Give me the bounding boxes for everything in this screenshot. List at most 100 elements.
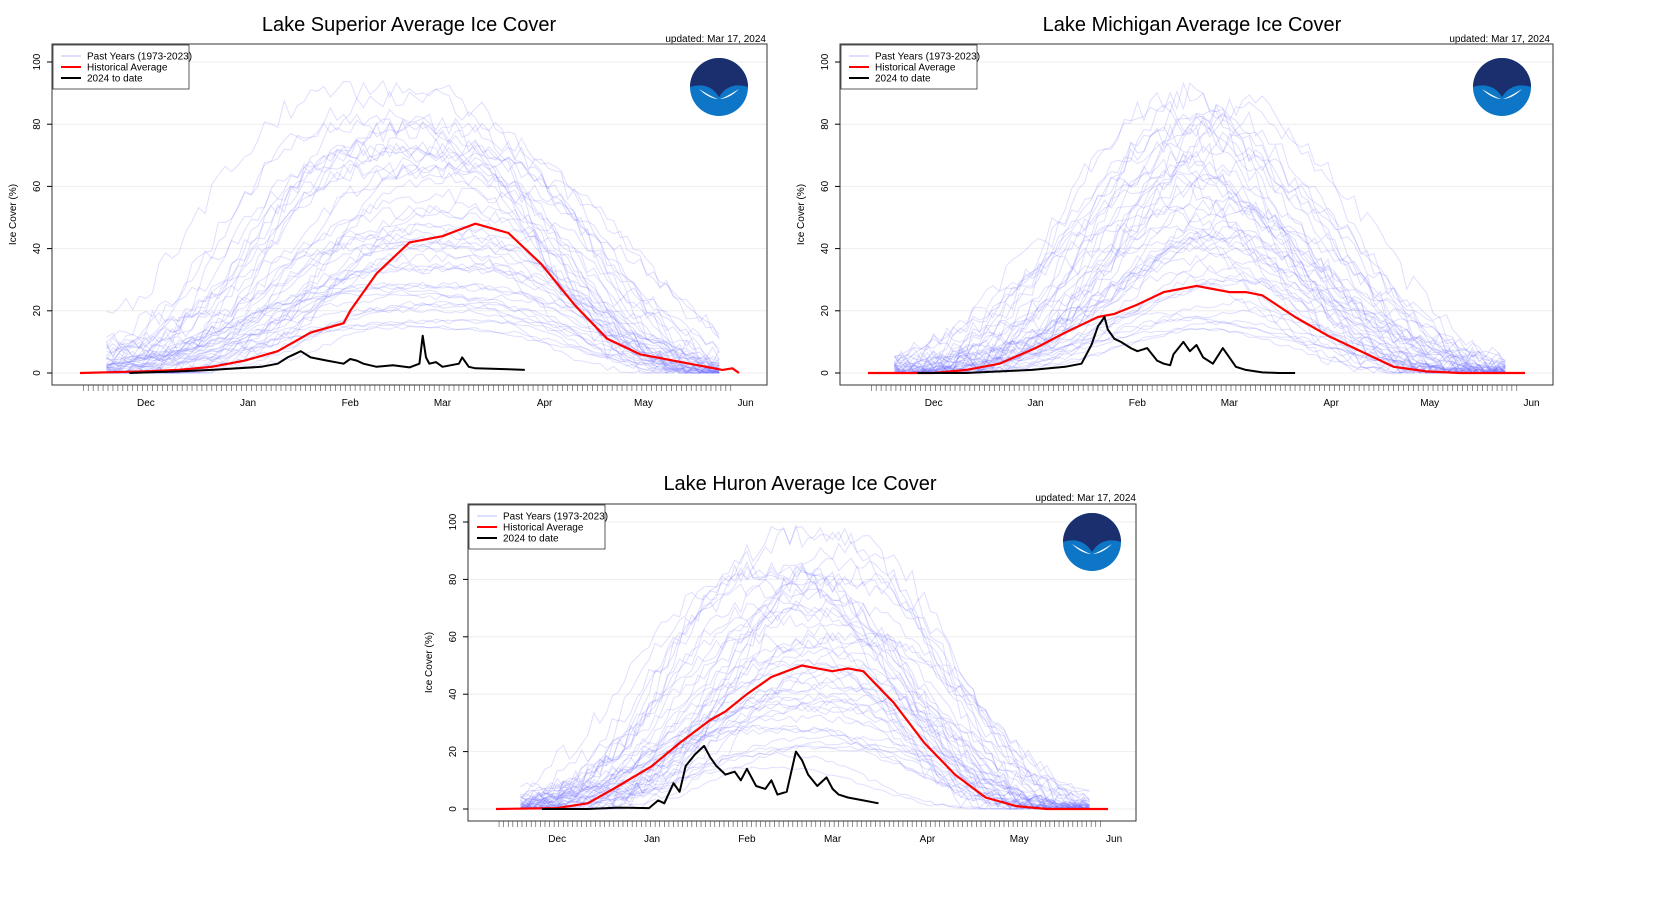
past-year-line — [520, 603, 1090, 810]
past-year-line — [894, 247, 1506, 374]
past-year-line — [520, 632, 1090, 810]
legend-entry: 2024 to date — [503, 534, 559, 545]
y-axis-label: Ice Cover (%) — [424, 632, 435, 693]
past-year-line — [894, 327, 1506, 374]
x-tick-label: Dec — [548, 834, 566, 845]
y-tick-label: 40 — [32, 243, 43, 255]
past-year-line — [894, 161, 1506, 374]
past-year-line — [106, 319, 720, 370]
x-tick-label: Feb — [342, 398, 360, 409]
past-year-line — [106, 323, 720, 374]
past-year-line — [894, 254, 1506, 374]
x-minor-ticks — [498, 821, 1101, 827]
past-year-line — [106, 261, 720, 370]
chart-title: Lake Michigan Average Ice Cover — [1043, 14, 1342, 36]
past-year-line — [894, 91, 1506, 374]
past-year-line — [105, 141, 720, 374]
legend-entry: Historical Average — [87, 63, 168, 74]
past-year-line — [520, 631, 1090, 805]
past-year-line — [894, 176, 1506, 374]
past-year-line — [520, 663, 1090, 810]
x-tick-label: Apr — [537, 398, 553, 409]
y-axis-label: Ice Cover (%) — [8, 184, 19, 245]
past-year-line — [106, 121, 720, 374]
past-year-line — [520, 597, 1090, 810]
logo-bird — [1482, 89, 1522, 99]
past-year-line — [894, 94, 1506, 374]
past-year-line — [893, 170, 1506, 374]
past-year-line — [894, 108, 1506, 375]
past-year-line — [894, 82, 1506, 374]
past-year-line — [520, 578, 1090, 811]
y-tick-label: 20 — [820, 305, 831, 317]
past-year-line — [520, 557, 1090, 810]
past-year-line — [893, 187, 1506, 374]
y-tick-label: 20 — [32, 305, 43, 317]
y-tick-label: 0 — [32, 370, 43, 376]
past-year-line — [894, 230, 1506, 374]
updated-label: updated: Mar 17, 2024 — [1035, 493, 1136, 504]
past-year-line — [106, 142, 720, 374]
past-year-line — [894, 237, 1506, 374]
chart-panel-michigan: Lake Michigan Average Ice Cover updated: … — [796, 0, 1670, 450]
past-year-line — [520, 580, 1090, 810]
past-years-lines — [893, 81, 1506, 375]
past-year-line — [106, 209, 720, 374]
y-axis-label: Ice Cover (%) — [796, 184, 807, 245]
past-year-line — [520, 688, 1090, 810]
past-year-line — [106, 151, 720, 374]
past-year-line — [520, 734, 1090, 810]
past-year-line — [106, 265, 720, 369]
past-year-line — [106, 253, 720, 374]
past-year-line — [520, 525, 1090, 810]
past-year-line — [106, 228, 720, 363]
past-year-line — [520, 598, 1090, 810]
y-tick-label: 60 — [448, 631, 459, 643]
past-year-line — [105, 115, 720, 365]
past-year-line — [106, 318, 720, 374]
past-year-line — [893, 140, 1506, 374]
past-year-line — [894, 158, 1506, 374]
x-tick-label: May — [1420, 398, 1439, 409]
past-year-line — [520, 565, 1090, 810]
past-year-line — [520, 680, 1090, 810]
past-year-line — [894, 236, 1506, 374]
past-year-line — [894, 111, 1506, 374]
past-year-line — [893, 81, 1506, 374]
noaa-logo — [1473, 58, 1531, 116]
updated-label: updated: Mar 17, 2024 — [1449, 34, 1550, 45]
noaa-logo — [1063, 513, 1121, 571]
past-year-line — [894, 312, 1506, 374]
past-year-line — [520, 676, 1090, 810]
chart-michigan: Lake Michigan Average Ice Cover updated: … — [796, 14, 1554, 409]
past-year-line — [520, 563, 1090, 810]
past-year-line — [105, 141, 720, 357]
past-year-line — [520, 657, 1090, 810]
logo-bird — [1072, 544, 1112, 554]
past-year-line — [894, 328, 1506, 374]
past-year-line — [106, 223, 720, 374]
past-year-line — [520, 745, 1090, 810]
legend-entry: Past Years (1973-2023) — [503, 512, 608, 523]
legend-entry: Historical Average — [503, 523, 584, 534]
y-tick-label: 60 — [32, 180, 43, 192]
past-year-line — [106, 303, 720, 374]
x-tick-label: Mar — [1221, 398, 1239, 409]
plot-frame — [839, 43, 1554, 386]
noaa-logo — [690, 58, 748, 116]
past-year-line — [520, 698, 1090, 809]
past-year-line — [520, 751, 1090, 810]
past-year-line — [106, 171, 720, 374]
past-year-line — [520, 540, 1090, 810]
x-tick-label: Jun — [738, 398, 754, 409]
past-year-line — [106, 262, 720, 369]
past-year-line — [106, 293, 720, 368]
legend: Past Years (1973-2023)Historical Average… — [468, 504, 608, 550]
plot-frame — [467, 503, 1137, 822]
past-year-line — [894, 153, 1506, 374]
x-tick-label: Jan — [644, 834, 660, 845]
past-year-line — [105, 137, 720, 374]
y-tick-label: 100 — [448, 513, 459, 530]
past-year-line — [520, 691, 1090, 810]
past-year-line — [894, 225, 1506, 374]
